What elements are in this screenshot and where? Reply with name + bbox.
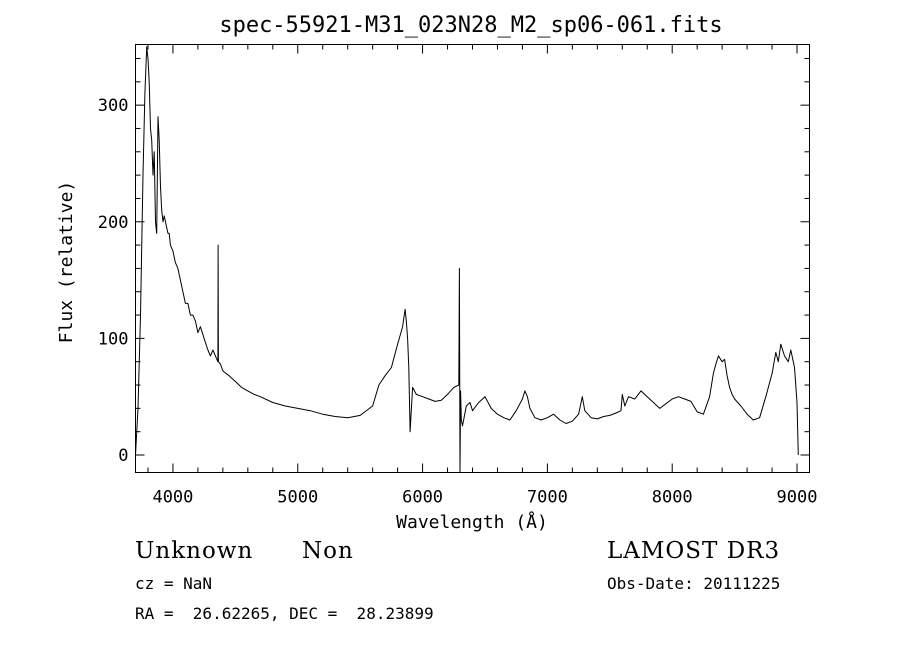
- x-tick-label: 6000: [402, 488, 443, 508]
- survey-name: LAMOST DR3: [607, 538, 781, 564]
- x-tick-label: 4000: [152, 488, 193, 508]
- coordinates: RA = 26.62265, DEC = 28.23899: [135, 604, 434, 623]
- x-axis-label: Wavelength (Å): [396, 511, 548, 533]
- y-tick-label: 300: [98, 96, 129, 116]
- plot-frame: [135, 44, 810, 473]
- axis-tick-labels: 4000 5000 6000 7000 8000 9000 0 100 200 300: [98, 96, 818, 507]
- redshift-readout: cz = NaN: [135, 574, 213, 593]
- object-subclass: Non: [302, 538, 354, 564]
- axis-ticks: [135, 44, 810, 473]
- plot-area: [135, 46, 799, 473]
- x-tick-label: 5000: [277, 488, 318, 508]
- object-class: Unknown: [135, 538, 254, 564]
- y-tick-label: 200: [98, 213, 129, 233]
- x-tick-label: 8000: [652, 488, 693, 508]
- x-tick-label: 7000: [527, 488, 568, 508]
- x-tick-label: 9000: [777, 488, 818, 508]
- y-axis-label: Flux (relative): [56, 181, 77, 344]
- chart-title: spec-55921-M31_023N28_M2_sp06-061.fits: [219, 13, 722, 38]
- y-tick-label: 100: [98, 329, 129, 349]
- obs-date: Obs-Date: 20111225: [607, 574, 781, 593]
- spectrum-line: [135, 46, 799, 473]
- y-tick-label: 0: [118, 446, 128, 466]
